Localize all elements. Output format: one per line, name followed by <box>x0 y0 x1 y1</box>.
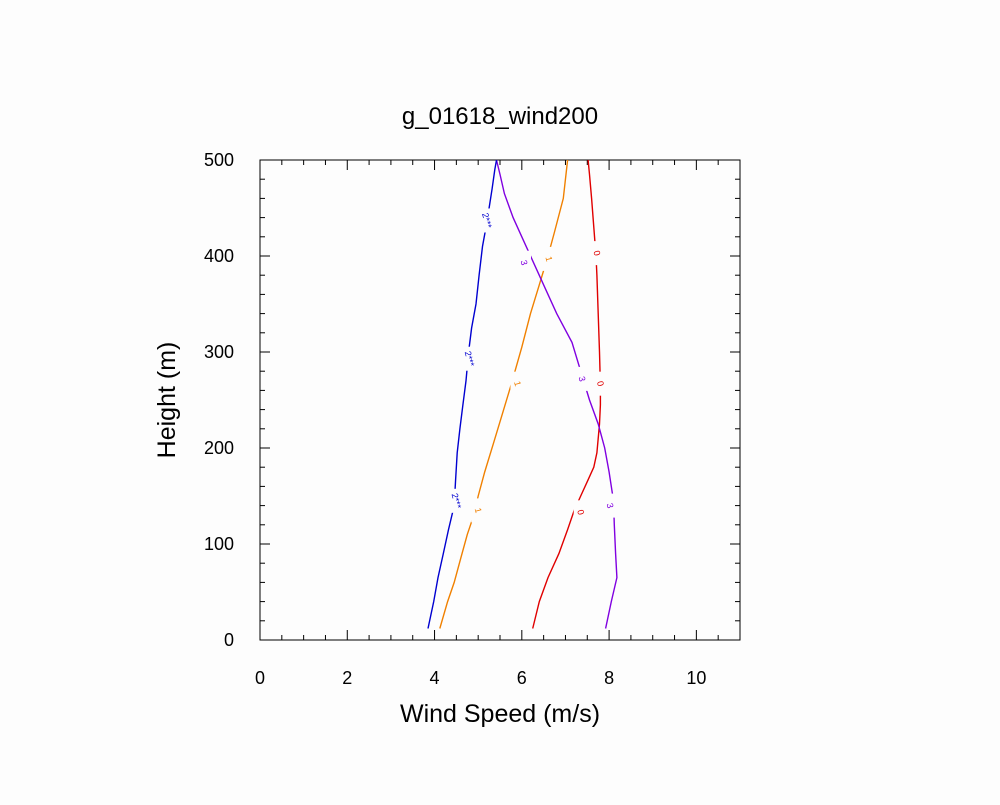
series-line-0 <box>532 159 602 629</box>
series-label-bg <box>573 500 588 525</box>
series-label-bg <box>517 250 531 275</box>
series-label-bg <box>479 208 494 233</box>
y-tick-label: 100 <box>204 534 234 554</box>
series-label: 1 <box>543 255 554 262</box>
series-label-bg <box>471 498 486 523</box>
series-label-bg <box>462 346 477 371</box>
series-label: 2*** <box>480 212 494 230</box>
series-label: 3 <box>605 502 616 509</box>
x-tick-label: 6 <box>517 668 527 688</box>
series-label: 2*** <box>450 492 464 510</box>
x-axis-label: Wind Speed (m/s) <box>400 700 600 728</box>
series-label-bg <box>510 371 525 396</box>
plot-area: 0 2 4 6 8 1001002003004005000001113332***2***… <box>204 150 741 688</box>
y-tick-label: 0 <box>224 630 234 650</box>
x-tick-label: 10 <box>686 668 706 688</box>
series-label-bg <box>541 246 556 271</box>
series-label: 0 <box>591 249 602 256</box>
chart-title: g_01618_wind200 <box>402 103 598 130</box>
series-label: 2*** <box>463 350 477 368</box>
series-label: 0 <box>595 380 606 387</box>
series-line-1 <box>439 159 569 629</box>
series-label: 3 <box>577 375 588 382</box>
y-axis-label: Height (m) <box>153 342 181 459</box>
plot-frame <box>259 159 741 641</box>
series-label: 1 <box>473 507 484 514</box>
series-label: 3 <box>519 259 530 266</box>
series-label-bg <box>593 371 608 396</box>
y-tick-label: 200 <box>204 438 234 458</box>
series-label: 0 <box>575 509 586 516</box>
y-tick-label: 300 <box>204 342 234 362</box>
x-tick-label: 2 <box>342 668 352 688</box>
x-tick-label: 0 <box>255 668 265 688</box>
x-tick-label: 8 <box>604 668 614 688</box>
series-label-bg <box>602 493 617 518</box>
series-label-bg <box>449 488 464 513</box>
series-label: 1 <box>512 380 523 387</box>
y-tick-label: 400 <box>204 246 234 266</box>
y-tick-label: 500 <box>204 150 234 170</box>
x-tick-label: 4 <box>430 668 440 688</box>
series-label-bg <box>589 241 604 266</box>
series-label-bg <box>575 366 590 391</box>
